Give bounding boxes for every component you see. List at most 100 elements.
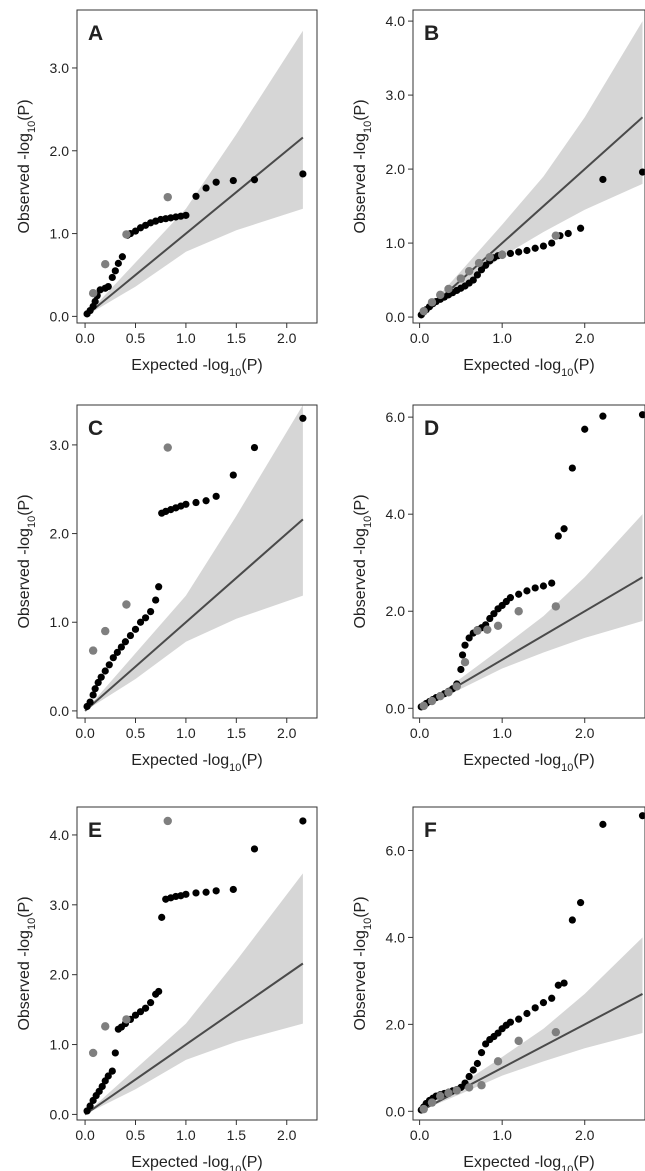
panel-c-point-black-5 (97, 673, 105, 681)
panel-f-confidence-band (419, 937, 643, 1112)
panel-f-point-black-31 (568, 916, 576, 924)
panel-d-y-axis-label: Observed -log10(P) (352, 494, 374, 628)
panel-b-point-gray-9 (551, 231, 561, 240)
panel-e-point-black-15 (136, 1008, 145, 1016)
panel-c-x-tick-label-4: 2.0 (277, 725, 297, 741)
panel-e-x-tick-label-1: 0.5 (126, 1127, 146, 1143)
panel-d-point-gray-1 (427, 696, 437, 706)
panel-d-point-gray-5 (460, 657, 470, 667)
panel-c-point-black-6 (101, 667, 109, 675)
panel-f-point-black-23 (506, 1018, 515, 1026)
panel-a-frame (76, 9, 318, 324)
panel-b-point-black-29 (564, 229, 572, 238)
panel-c-point-black-29 (250, 443, 259, 452)
panel-c-point-black-10 (117, 643, 125, 651)
panel-f-point-black-33 (599, 820, 607, 828)
panel-b-point-black-31 (599, 175, 607, 184)
panel-a-point-black-27 (212, 178, 220, 186)
panel-d-x-axis-label: Expected -log10(P) (463, 752, 594, 774)
panel-c-y-tick-label-1: 1.0 (50, 614, 70, 630)
panel-e: E 0.0 0.5 1.0 1.5 2.0 0.0 1.0 2.0 3.0 4.0 Expected … (16, 806, 318, 1171)
panel-a-point-gray-0 (88, 288, 98, 298)
panel-e-point-black-20 (158, 913, 166, 921)
panel-d-point-black-34 (599, 412, 607, 420)
panel-c-y-axis-label: Observed -log10(P) (16, 494, 38, 628)
panel-d-point-gray-9 (514, 607, 523, 616)
panel-e-y-axis-label: Observed -log10(P) (16, 896, 38, 1030)
panel-e-y-tick-label-4: 4.0 (50, 827, 70, 843)
panel-b-x-tick-label-0: 0.0 (410, 330, 430, 346)
panel-e-x-axis-label: Expected -log10(P) (131, 1154, 262, 1171)
panel-e-point-black-29 (229, 885, 237, 894)
panel-c-point-black-13 (131, 625, 140, 633)
panel-f-point-black-13 (465, 1072, 473, 1081)
panel-c-confidence-band (85, 405, 303, 711)
panel-b-point-gray-5 (464, 267, 474, 276)
panel-e-point-gray-1 (101, 1022, 110, 1031)
panel-e-point-black-17 (147, 999, 155, 1007)
panel-f-point-black-16 (477, 1049, 486, 1057)
panel-b-point-gray-3 (444, 284, 453, 294)
panel-b-y-tick-label-0: 0.0 (386, 309, 406, 325)
panel-c-point-black-30 (299, 414, 307, 422)
panel-d-frame (412, 404, 645, 719)
panel-f-point-black-25 (523, 1009, 531, 1018)
panel-b-frame (412, 9, 645, 324)
panel-a-x-tick-label-3: 1.5 (227, 330, 247, 346)
panel-a-point-black-10 (114, 259, 122, 267)
panel-c-label: C (88, 417, 103, 440)
panel-d-point-black-24 (506, 594, 515, 602)
panel-a-point-black-25 (192, 192, 200, 200)
panel-b-point-gray-4 (456, 274, 466, 283)
panel-b-y-tick-label-4: 4.0 (386, 13, 406, 29)
panel-f: F 0.0 1.0 2.0 0.0 2.0 4.0 6.0 Expected -log10(P)… (352, 806, 645, 1171)
panel-e-point-black-9 (111, 1049, 119, 1057)
panel-b-point-black-22 (506, 249, 515, 258)
panel-b-point-gray-1 (427, 298, 437, 307)
panel-f-label: F (424, 819, 437, 842)
panel-e-point-black-25 (182, 890, 190, 898)
panel-d-point-gray-6 (473, 626, 482, 635)
panel-a-point-gray-3 (163, 192, 172, 202)
panel-b-point-gray-2 (436, 290, 445, 300)
panel-d-point-black-35 (638, 411, 645, 419)
panel-f-x-tick-label-1: 1.0 (492, 1127, 512, 1143)
panel-c-point-black-28 (229, 471, 237, 479)
panel-f-x-tick-label-0: 0.0 (410, 1127, 430, 1143)
panel-a-y-tick-label-0: 0.0 (50, 308, 70, 324)
panel-e-point-black-31 (299, 817, 307, 825)
panel-c-point-black-3 (91, 685, 99, 693)
panel-d-x-tick-label-2: 2.0 (575, 725, 595, 741)
panel-f-point-black-29 (554, 981, 562, 989)
panel-f-point-gray-6 (477, 1081, 486, 1090)
panel-d: D 0.0 1.0 2.0 0.0 2.0 4.0 6.0 Expected -log10(P)… (352, 404, 645, 774)
panel-a-point-gray-2 (122, 230, 131, 239)
panel-e-point-black-5 (98, 1082, 106, 1091)
panel-a-x-tick-label-1: 0.5 (126, 330, 146, 346)
panel-f-point-black-27 (539, 999, 548, 1007)
panel-e-point-black-19 (155, 987, 163, 996)
panel-b-y-tick-label-1: 1.0 (386, 235, 406, 251)
panel-d-point-black-32 (568, 464, 576, 472)
panel-e-point-black-26 (192, 889, 200, 897)
panel-e-point-black-14 (131, 1011, 140, 1019)
panel-b-confidence-band (419, 21, 643, 318)
panel-d-y-tick-label-3: 6.0 (386, 409, 406, 425)
panel-f-point-black-34 (638, 812, 645, 820)
panel-d-point-black-28 (539, 582, 548, 590)
panel-c-point-black-18 (155, 583, 163, 591)
panel-f-point-gray-0 (419, 1104, 428, 1114)
panel-e-y-tick-label-2: 2.0 (50, 967, 70, 983)
panel-f-point-black-32 (577, 899, 585, 907)
panel-e-x-tick-label-4: 2.0 (277, 1127, 297, 1143)
panel-b-point-black-15 (473, 271, 481, 279)
panel-e-frame (76, 806, 318, 1121)
panel-f-point-black-30 (560, 979, 568, 987)
panel-f-point-gray-3 (444, 1088, 453, 1098)
panel-c-point-black-1 (86, 698, 94, 706)
panel-d-point-gray-8 (493, 621, 503, 630)
panel-c-point-black-27 (212, 492, 220, 500)
panel-d-point-black-19 (486, 614, 494, 623)
panel-a-x-axis-label: Expected -log10(P) (131, 357, 262, 379)
